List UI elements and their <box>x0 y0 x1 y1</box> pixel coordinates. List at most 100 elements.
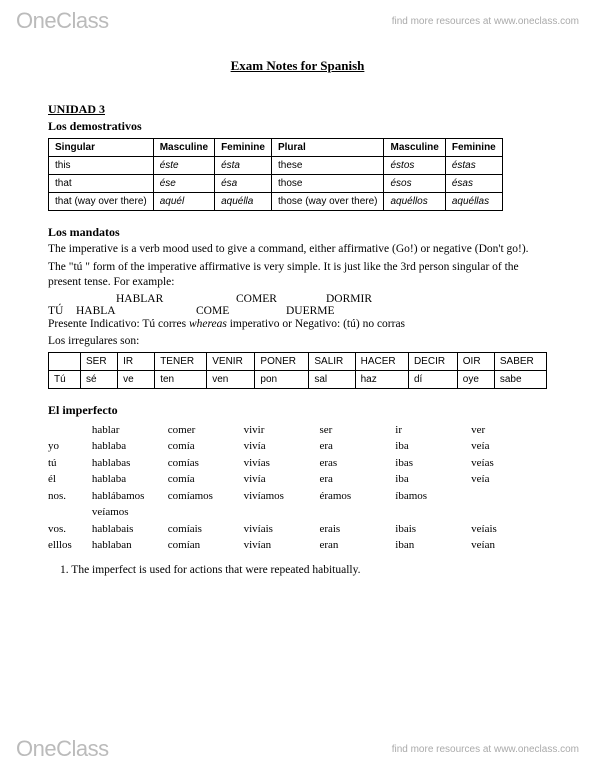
cell: veían <box>471 537 547 554</box>
cell: hablábamos <box>92 488 168 505</box>
cell <box>319 504 395 521</box>
cell: ibas <box>395 455 471 472</box>
cell: that <box>49 175 154 193</box>
cell: ir <box>395 422 471 439</box>
table-row: ellloshablabancomíanvivíaneranibanveían <box>48 537 547 554</box>
cell: comía <box>168 471 244 488</box>
cell: tú <box>48 455 92 472</box>
col-header: Masculine <box>153 139 214 157</box>
paragraph: The imperative is a verb mood used to gi… <box>48 242 547 258</box>
cell: hablaban <box>92 537 168 554</box>
cell <box>48 422 92 439</box>
cell: ésta <box>215 157 272 175</box>
cell: dí <box>408 370 457 388</box>
cell <box>244 504 320 521</box>
cell: él <box>48 471 92 488</box>
cell: ver <box>471 422 547 439</box>
cell: OIR <box>457 352 494 370</box>
cell: ve <box>118 370 155 388</box>
unit-heading: UNIDAD 3 <box>48 102 547 117</box>
paragraph: Los irregulares son: <box>48 334 547 350</box>
document-body: Exam Notes for Spanish UNIDAD 3 Los demo… <box>0 42 595 624</box>
demostrativos-table: Singular Masculine Feminine Plural Mascu… <box>48 138 503 211</box>
cell: Tú <box>49 370 81 388</box>
cell: hablar <box>92 422 168 439</box>
cell: these <box>271 157 384 175</box>
page-header: OneClass find more resources at www.onec… <box>0 0 595 42</box>
cell: elllos <box>48 537 92 554</box>
cell: vivíais <box>244 521 320 538</box>
usage-note: 1. The imperfect is used for actions tha… <box>60 564 547 576</box>
cell: ésas <box>445 175 502 193</box>
cell: yo <box>48 438 92 455</box>
table-row: élhablabacomíavivíaeraibaveía <box>48 471 547 488</box>
cell: ten <box>155 370 207 388</box>
cell: vivía <box>244 471 320 488</box>
cell: iba <box>395 438 471 455</box>
verb-conj: HABLA <box>76 305 196 317</box>
cell: IR <box>118 352 155 370</box>
cell: ser <box>319 422 395 439</box>
col-header: Masculine <box>384 139 445 157</box>
cell: vivía <box>244 438 320 455</box>
table-row: veíamos <box>48 504 547 521</box>
cell: ésa <box>215 175 272 193</box>
cell: ésos <box>384 175 445 193</box>
table-row: hablar comer vivir ser ir ver <box>48 422 547 439</box>
cell: éste <box>153 157 214 175</box>
verb-inf: COMER <box>236 293 326 305</box>
col-header: Feminine <box>215 139 272 157</box>
cell: oye <box>457 370 494 388</box>
cell: comer <box>168 422 244 439</box>
cell <box>471 504 547 521</box>
cell: nos. <box>48 488 92 505</box>
table-row: yohablabacomíavivíaeraibaveía <box>48 438 547 455</box>
cell <box>49 352 81 370</box>
table-row: this éste ésta these éstos éstas <box>49 157 503 175</box>
cell: DECIR <box>408 352 457 370</box>
cell: vivías <box>244 455 320 472</box>
cell: comía <box>168 438 244 455</box>
cell: era <box>319 471 395 488</box>
cell: TENER <box>155 352 207 370</box>
imperfecto-grid: hablar comer vivir ser ir ver yohablabac… <box>48 422 547 554</box>
cell: veía <box>471 471 547 488</box>
table-row: Singular Masculine Feminine Plural Mascu… <box>49 139 503 157</box>
verb-inf: DORMIR <box>326 293 372 305</box>
table-row: SER IR TENER VENIR PONER SALIR HACER DEC… <box>49 352 547 370</box>
cell: iba <box>395 471 471 488</box>
cell: comíamos <box>168 488 244 505</box>
cell: sal <box>309 370 355 388</box>
cell: hablabas <box>92 455 168 472</box>
header-tagline: find more resources at www.oneclass.com <box>392 16 579 27</box>
section-mandatos: Los mandatos <box>48 225 547 240</box>
cell: ibais <box>395 521 471 538</box>
cell: era <box>319 438 395 455</box>
cell: hablaba <box>92 471 168 488</box>
cell: íbamos <box>395 488 471 505</box>
cell: aquéllas <box>445 193 502 211</box>
example-block: HABLAR COMER DORMIR TÚ HABLA COME DUERME <box>76 293 547 317</box>
table-row: that (way over there) aquél aquélla thos… <box>49 193 503 211</box>
cell: hablabais <box>92 521 168 538</box>
cell: comías <box>168 455 244 472</box>
cell: eras <box>319 455 395 472</box>
cell: that (way over there) <box>49 193 154 211</box>
cell: ése <box>153 175 214 193</box>
cell: veíais <box>471 521 547 538</box>
verb-conj: COME <box>196 305 286 317</box>
cell: SALIR <box>309 352 355 370</box>
table-row: Tú sé ve ten ven pon sal haz dí oye sabe <box>49 370 547 388</box>
cell <box>48 504 92 521</box>
cell <box>471 488 547 505</box>
text: Presente Indicativo: Tú corres <box>48 318 189 330</box>
table-row: nos.hablábamoscomíamosvivíamoséramosíbam… <box>48 488 547 505</box>
cell: veía <box>471 438 547 455</box>
cell: aquélla <box>215 193 272 211</box>
col-header: Plural <box>271 139 384 157</box>
cell: this <box>49 157 154 175</box>
cell: iban <box>395 537 471 554</box>
cell: PONER <box>255 352 309 370</box>
cell: veías <box>471 455 547 472</box>
cell: those (way over there) <box>271 193 384 211</box>
